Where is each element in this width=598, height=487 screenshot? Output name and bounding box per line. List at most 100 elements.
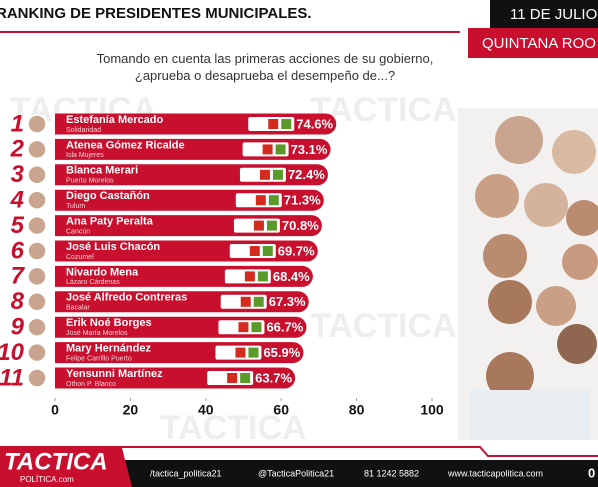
name: Nivardo Mena <box>66 266 139 278</box>
x-tick-label: 80 <box>349 402 365 418</box>
portrait <box>552 130 596 174</box>
avatar <box>27 190 47 210</box>
date-box <box>490 0 598 28</box>
municipality: Othon P. Blanco <box>66 381 116 388</box>
name: Estefanía Mercado <box>66 114 163 126</box>
plot: 0 20 40 60 80 100 74.6% 1 Estefanía MercadoSolid… <box>0 110 444 417</box>
municipality: Felipe Carrillo Puerto <box>66 355 132 362</box>
rank: 1 <box>11 110 24 137</box>
logo-pvem <box>272 169 283 180</box>
rank: 11 <box>0 364 24 391</box>
value-label: 65.9% <box>263 345 300 360</box>
portrait <box>495 116 543 164</box>
name: Ana Paty Peralta <box>66 216 154 228</box>
region: QUINTANA ROO <box>482 35 596 52</box>
rank: 6 <box>11 237 25 264</box>
logo-pvem <box>257 271 268 282</box>
municipality: José María Morelos <box>66 330 128 337</box>
x-tick-label: 60 <box>273 402 289 418</box>
name: José Luis Chacón <box>66 241 160 253</box>
municipality: Cozumel <box>66 254 94 261</box>
date: 11 DE JULIO <box>510 6 597 23</box>
name: Erik Noé Borges <box>66 317 152 329</box>
name: Yensunni Martínez <box>66 368 163 380</box>
portrait <box>488 280 532 324</box>
avatar <box>27 292 47 312</box>
avatar <box>27 368 47 388</box>
portrait <box>524 183 568 227</box>
value-label: 73.1% <box>291 142 328 157</box>
brand: TACTICA <box>4 448 108 475</box>
watermark-text: TACTICA <box>310 307 457 345</box>
header-title: RANKING DE PRESIDENTES MUNICIPALES. <box>0 5 312 22</box>
rank: 10 <box>0 339 25 366</box>
municipality: Isla Mujeres <box>66 152 104 159</box>
logo-pvem <box>248 347 259 358</box>
subtitle-box: Tomando en cuenta las primeras acciones … <box>97 51 434 83</box>
logo-pvem <box>251 322 262 333</box>
avatar <box>27 241 47 261</box>
municipality: Lázaro Cárdenas <box>66 279 120 286</box>
rank: 7 <box>11 263 26 290</box>
name: Diego Castañón <box>66 190 150 202</box>
avatar <box>27 139 47 160</box>
rank: 3 <box>11 161 25 188</box>
logo-pvem <box>253 296 264 307</box>
portrait <box>557 324 597 364</box>
portrait <box>566 200 598 236</box>
phone: 81 1242 5882 <box>364 468 419 478</box>
portrait <box>536 286 576 326</box>
x-tick-label: 100 <box>420 402 444 418</box>
municipality: Puerto Morelos <box>66 178 114 185</box>
logo-pt <box>255 195 266 206</box>
logo-pvem <box>275 144 286 155</box>
rank: 4 <box>10 187 24 214</box>
rank: 5 <box>11 212 25 239</box>
photo-collage <box>458 108 598 444</box>
website: www.tacticapolitica.com <box>447 468 543 478</box>
logo-pt <box>235 347 246 358</box>
logo-pt <box>253 220 264 231</box>
avatar <box>27 165 47 185</box>
x-tick-label: 40 <box>198 402 214 418</box>
logo-pvem <box>240 373 251 383</box>
portrait <box>486 352 534 400</box>
portrait <box>483 234 527 278</box>
logo-pvem <box>268 195 279 206</box>
avatar <box>27 215 47 236</box>
avatar <box>27 114 47 134</box>
brand-sub: POLÍTICA.com <box>20 475 74 484</box>
logo-pt <box>240 296 251 307</box>
value-label: 68.4% <box>273 269 310 284</box>
portrait <box>475 174 519 218</box>
logo-pt <box>268 119 279 129</box>
region-box <box>468 28 598 58</box>
value-label: 72.4% <box>288 167 325 182</box>
logo-pt <box>238 322 249 333</box>
municipality: Tulum <box>66 203 85 210</box>
page-number: 0 <box>588 465 595 480</box>
portrait <box>562 244 598 280</box>
municipality: Cancún <box>66 228 90 235</box>
logo-pvem <box>266 220 277 231</box>
logo-pt <box>262 144 273 155</box>
avatar <box>27 266 47 287</box>
municipality: Solidaridad <box>66 127 101 134</box>
name: Atenea Gómez Ricalde <box>66 139 185 151</box>
x-tick-label: 20 <box>123 402 139 418</box>
avatar <box>27 342 47 363</box>
facebook: /tactica_politica21 <box>150 468 222 478</box>
shirts <box>470 390 590 444</box>
name: José Alfredo Contreras <box>66 292 187 304</box>
name: Blanca Merari <box>66 165 138 177</box>
logo-pvem <box>262 246 273 256</box>
value-label: 69.7% <box>278 243 315 258</box>
value-label: 63.7% <box>255 370 292 385</box>
value-label: 67.3% <box>269 294 306 309</box>
twitter: @TacticaPolitica21 <box>258 468 334 478</box>
logo-pt <box>259 169 270 180</box>
logo-pvem <box>281 119 292 129</box>
rank: 2 <box>10 136 25 163</box>
value-label: 74.6% <box>296 116 333 131</box>
